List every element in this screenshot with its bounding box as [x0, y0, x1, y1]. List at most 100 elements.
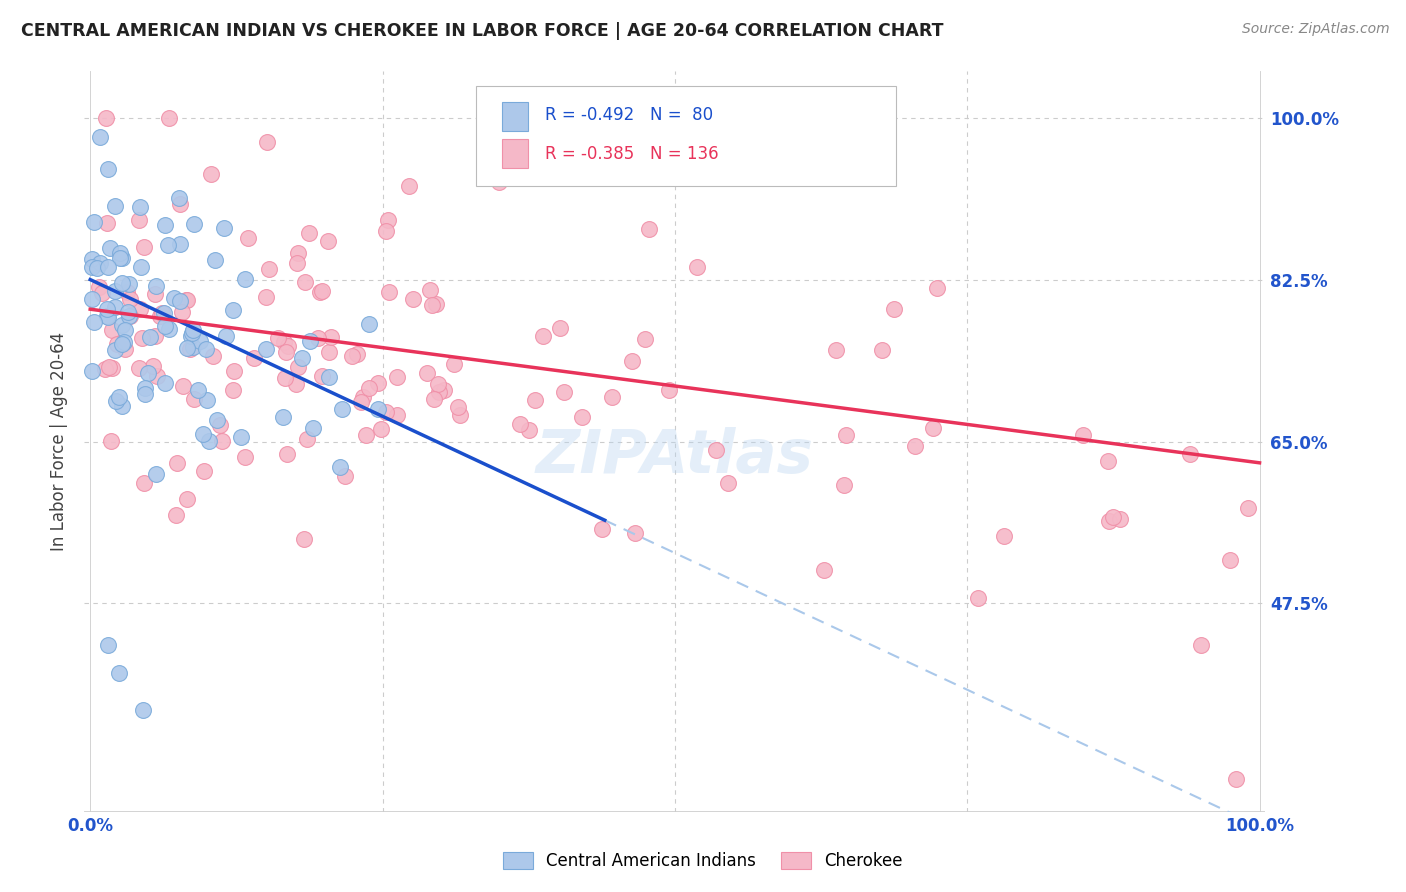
Point: [108, 252, 131, 266]
Point: [94, 111, 117, 125]
Point: [301, 421, 323, 435]
Point: [346, 347, 368, 361]
Point: [155, 218, 177, 232]
Point: [387, 370, 409, 384]
Point: [1108, 512, 1130, 526]
Point: [292, 532, 315, 546]
Point: [686, 260, 709, 274]
Point: [188, 334, 211, 348]
Point: [294, 275, 316, 289]
Point: [419, 283, 441, 297]
Point: [183, 340, 205, 354]
Point: [291, 351, 314, 365]
Point: [97, 260, 120, 274]
Point: [531, 329, 554, 343]
Point: [398, 179, 420, 194]
Point: [89, 256, 111, 270]
Point: [134, 381, 156, 395]
Point: [181, 323, 204, 337]
Point: [104, 393, 127, 408]
Point: [179, 342, 201, 356]
Point: [638, 221, 661, 235]
Point: [108, 391, 131, 405]
Point: [110, 251, 132, 265]
Point: [354, 428, 377, 442]
Point: [87, 280, 110, 294]
Point: [416, 366, 439, 380]
Point: [318, 344, 340, 359]
Point: [129, 200, 152, 214]
Point: [104, 284, 127, 298]
Point: [967, 591, 990, 605]
Point: [82, 252, 104, 267]
Point: [146, 368, 169, 383]
Point: [1071, 428, 1094, 442]
Point: [883, 302, 905, 317]
Point: [139, 330, 162, 344]
Point: [370, 422, 392, 436]
Point: [166, 456, 188, 470]
Point: [103, 301, 125, 315]
Point: [96, 216, 118, 230]
Point: [100, 434, 122, 449]
Point: [377, 213, 399, 227]
Point: [233, 271, 256, 285]
Text: R = -0.385   N = 136: R = -0.385 N = 136: [546, 145, 718, 162]
Point: [717, 476, 740, 491]
Point: [311, 368, 333, 383]
Point: [197, 434, 219, 448]
Point: [993, 529, 1015, 543]
Text: Source: ZipAtlas.com: Source: ZipAtlas.com: [1241, 22, 1389, 37]
Point: [420, 298, 443, 312]
Point: [287, 359, 309, 374]
Point: [134, 387, 156, 401]
Point: [136, 366, 159, 380]
Point: [100, 361, 122, 376]
Point: [118, 277, 141, 292]
Point: [222, 364, 245, 378]
Point: [132, 240, 155, 254]
Point: [423, 392, 446, 406]
Point: [176, 342, 198, 356]
Point: [832, 477, 855, 491]
Point: [295, 432, 318, 446]
Point: [159, 322, 181, 336]
Point: [274, 371, 297, 385]
Point: [543, 162, 565, 177]
Point: [318, 370, 340, 384]
Point: [357, 317, 380, 331]
Point: [1237, 501, 1260, 516]
Point: [236, 231, 259, 245]
Point: [553, 384, 575, 399]
Point: [195, 392, 218, 407]
Point: [96, 309, 118, 323]
Point: [927, 281, 949, 295]
Point: [157, 111, 180, 125]
Point: [211, 434, 233, 448]
Point: [117, 305, 139, 319]
Point: [170, 305, 193, 319]
Point: [271, 410, 294, 425]
Point: [97, 638, 120, 652]
Point: [273, 334, 295, 349]
Point: [825, 343, 848, 357]
Point: [378, 285, 401, 299]
Point: [82, 292, 104, 306]
Point: [156, 237, 179, 252]
Point: [142, 359, 165, 374]
Point: [112, 335, 135, 350]
Y-axis label: In Labor Force | Age 20-64: In Labor Force | Age 20-64: [49, 332, 67, 551]
Point: [259, 262, 281, 277]
Point: [96, 301, 118, 316]
Point: [132, 703, 155, 717]
Point: [120, 309, 142, 323]
Point: [870, 343, 893, 357]
Point: [86, 260, 108, 275]
Point: [83, 315, 105, 329]
Point: [150, 306, 173, 320]
Point: [129, 260, 152, 275]
Point: [193, 464, 215, 478]
Point: [1097, 454, 1119, 468]
Point: [367, 376, 389, 391]
Point: [287, 246, 309, 260]
